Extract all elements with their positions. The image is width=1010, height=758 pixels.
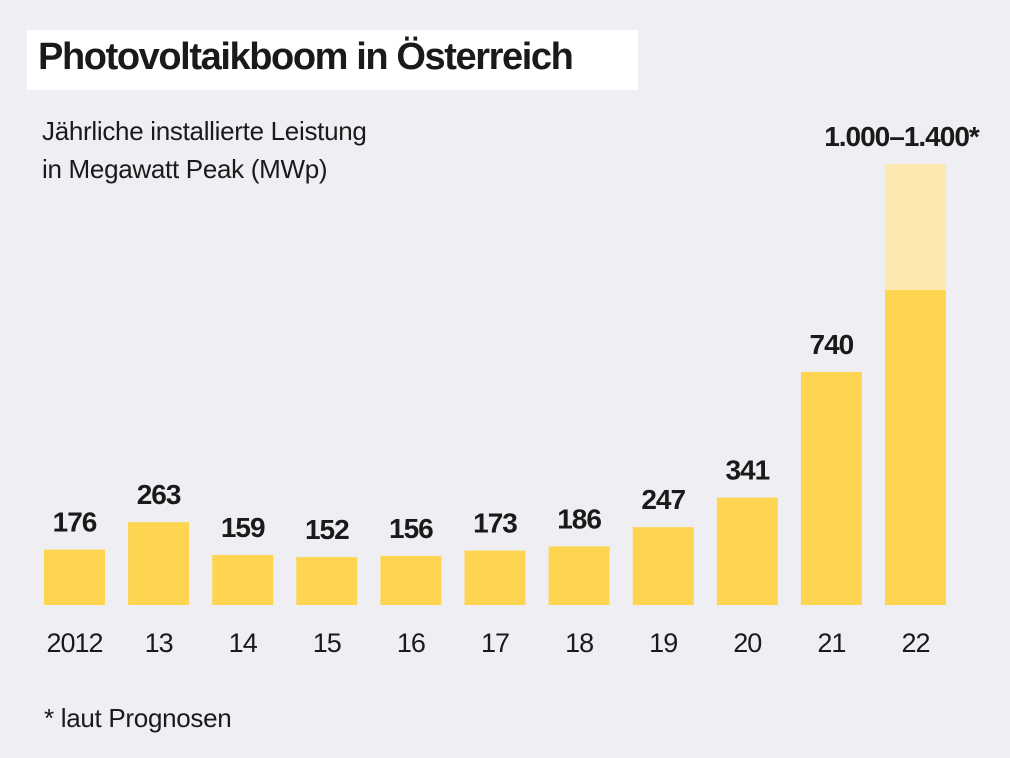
subtitle-line-2: in Megawatt Peak (MWp) [42, 154, 328, 184]
data-label: 1.000–1.400* [824, 121, 980, 152]
bar [716, 497, 778, 605]
bar [800, 371, 862, 605]
x-tick-label: 22 [901, 628, 929, 658]
x-tick-label: 16 [397, 628, 425, 658]
footnote: * laut Prognosen [44, 703, 232, 733]
bar [296, 557, 358, 605]
data-label: 176 [53, 507, 97, 538]
data-label: 186 [557, 503, 601, 534]
chart-title: Photovoltaikboom in Österreich [38, 36, 574, 78]
bar [885, 290, 946, 605]
x-tick-label: 15 [313, 628, 341, 658]
data-label: 740 [810, 329, 854, 360]
bar [128, 522, 190, 605]
x-tick-label: 19 [649, 628, 677, 658]
data-label: 173 [473, 508, 517, 539]
x-tick-label: 14 [229, 628, 258, 658]
bar [464, 550, 526, 605]
data-label: 156 [389, 513, 433, 544]
data-label: 263 [137, 479, 181, 510]
bar [212, 554, 274, 605]
data-label: 152 [305, 514, 349, 545]
title-box [27, 30, 638, 90]
x-tick-label: 20 [733, 628, 761, 658]
bar [548, 546, 610, 605]
data-label: 341 [725, 455, 769, 486]
data-label: 247 [641, 484, 685, 515]
bar [380, 555, 442, 605]
chart-subtitle: Jährliche installierte Leistung in Megaw… [42, 112, 367, 188]
x-tick-label: 18 [565, 628, 593, 658]
bar-forecast-range [885, 164, 946, 290]
x-tick-label: 21 [817, 628, 845, 658]
data-label: 159 [221, 512, 265, 543]
bar [44, 549, 105, 605]
bar [632, 527, 694, 605]
x-tick-label: 13 [145, 628, 173, 658]
subtitle-line-1: Jährliche installierte Leistung [42, 116, 367, 146]
x-tick-label: 17 [481, 628, 509, 658]
x-tick-label: 2012 [46, 628, 102, 658]
